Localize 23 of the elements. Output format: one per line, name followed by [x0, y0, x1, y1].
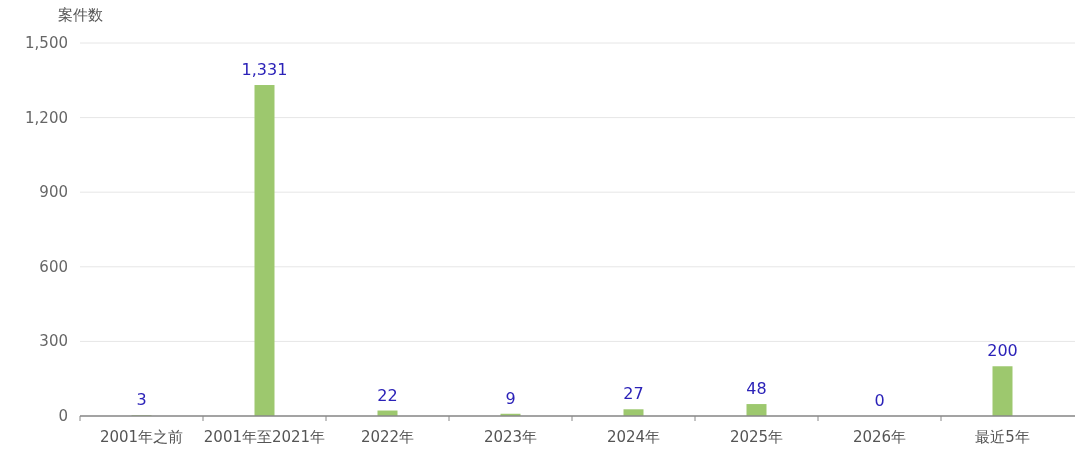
x-tick-label: 最近5年	[975, 428, 1030, 446]
y-tick-label: 1,200	[25, 108, 68, 127]
data-label: 200	[987, 341, 1018, 361]
data-label: 27	[623, 384, 644, 404]
y-tick-label: 900	[39, 183, 68, 202]
data-label: 9	[505, 388, 516, 408]
y-tick-label: 1,500	[25, 34, 68, 52]
x-tick-label: 2001年之前	[99, 428, 184, 446]
data-label: 1,331	[241, 60, 288, 80]
y-axis-title: 案件数	[57, 6, 103, 24]
x-tick-label: 2022年	[360, 428, 415, 446]
data-label: 0	[874, 391, 885, 410]
data-label: 48	[746, 379, 767, 399]
y-tick-label: 600	[39, 257, 68, 276]
x-tick-label: 2024年	[606, 428, 661, 446]
y-tick-label: 300	[39, 332, 68, 351]
x-tick-label: 2001年至2021年	[203, 428, 326, 446]
data-label: 3	[136, 390, 147, 410]
x-tick-label: 2026年	[852, 428, 907, 446]
data-label: 22	[377, 385, 398, 405]
x-tick-label: 2023年	[483, 428, 538, 446]
x-tick-label: 2025年	[729, 428, 784, 446]
y-tick-label: 0	[58, 407, 68, 425]
